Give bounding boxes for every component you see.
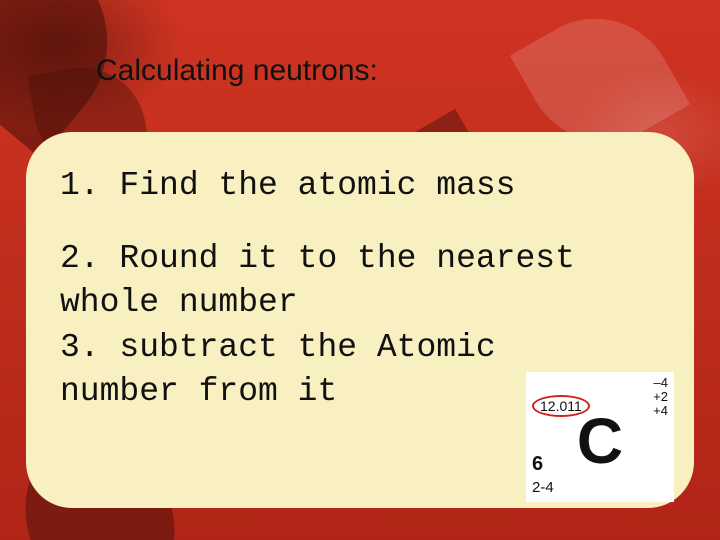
periodic-element-card: 12.011 –4 +2 +4 C 6 2-4 <box>526 372 674 502</box>
atomic-number: 6 <box>532 451 543 478</box>
slide-title: Calculating neutrons: <box>96 54 378 88</box>
step-1: 1. Find the atomic mass <box>60 164 660 209</box>
element-symbol: C <box>526 398 674 484</box>
oxidation-state: –4 <box>653 376 668 390</box>
electron-config: 2-4 <box>532 478 554 498</box>
step-2: 2. Round it to the nearest whole number <box>60 237 612 326</box>
content-box: 1. Find the atomic mass 2. Round it to t… <box>26 132 694 508</box>
